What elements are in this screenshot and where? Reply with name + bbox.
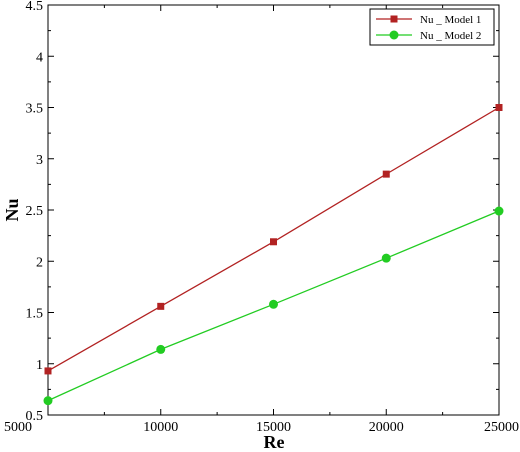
y-axis: 0.5 1 1.5 2 2.5 3 3.5 4 4.5 — [26, 0, 499, 424]
series-2-point — [381, 253, 391, 263]
y-tick-label: 4 — [36, 50, 43, 65]
series-2-point — [269, 299, 278, 309]
series-2-point — [494, 206, 504, 216]
x-tick-label: 20000 — [369, 420, 404, 435]
series-1-point — [495, 104, 503, 111]
series-2-point — [156, 344, 166, 354]
x-tick-label: 5000 — [4, 420, 32, 435]
series-1-point — [382, 170, 390, 178]
y-tick-label: 2 — [36, 255, 43, 270]
series-1-point — [270, 238, 277, 246]
legend-marker-1 — [390, 15, 398, 23]
y-tick-label: 1 — [36, 358, 43, 373]
x-tick-label: 15000 — [256, 420, 291, 435]
x-tick-label: 25000 — [484, 420, 519, 435]
x-axis: 5000 10000 15000 20000 25000 — [4, 5, 519, 435]
y-axis-label: Nu — [2, 198, 22, 221]
series-lines — [47, 106, 500, 402]
plot-area — [47, 4, 500, 416]
y-tick-label: 2.5 — [26, 204, 44, 219]
series-markers — [43, 104, 504, 406]
legend-marker-2 — [389, 30, 399, 40]
legend: Nu _ Model 1 Nu _ Model 2 — [369, 8, 495, 46]
x-axis-label: Re — [264, 432, 285, 452]
series-1-point — [44, 367, 52, 375]
legend-label-2: Nu _ Model 2 — [420, 30, 481, 42]
y-tick-label: 1.5 — [26, 307, 44, 322]
x-tick-label: 10000 — [143, 420, 178, 435]
y-tick-label: 0.5 — [26, 409, 44, 424]
y-tick-label: 3 — [36, 153, 43, 168]
series-2-point — [43, 396, 53, 406]
y-tick-label: 4.5 — [26, 0, 44, 14]
legend-box — [369, 8, 495, 46]
legend-label-1: Nu _ Model 1 — [420, 14, 481, 26]
series-1-point — [157, 302, 165, 310]
y-tick-label: 3.5 — [26, 102, 44, 117]
